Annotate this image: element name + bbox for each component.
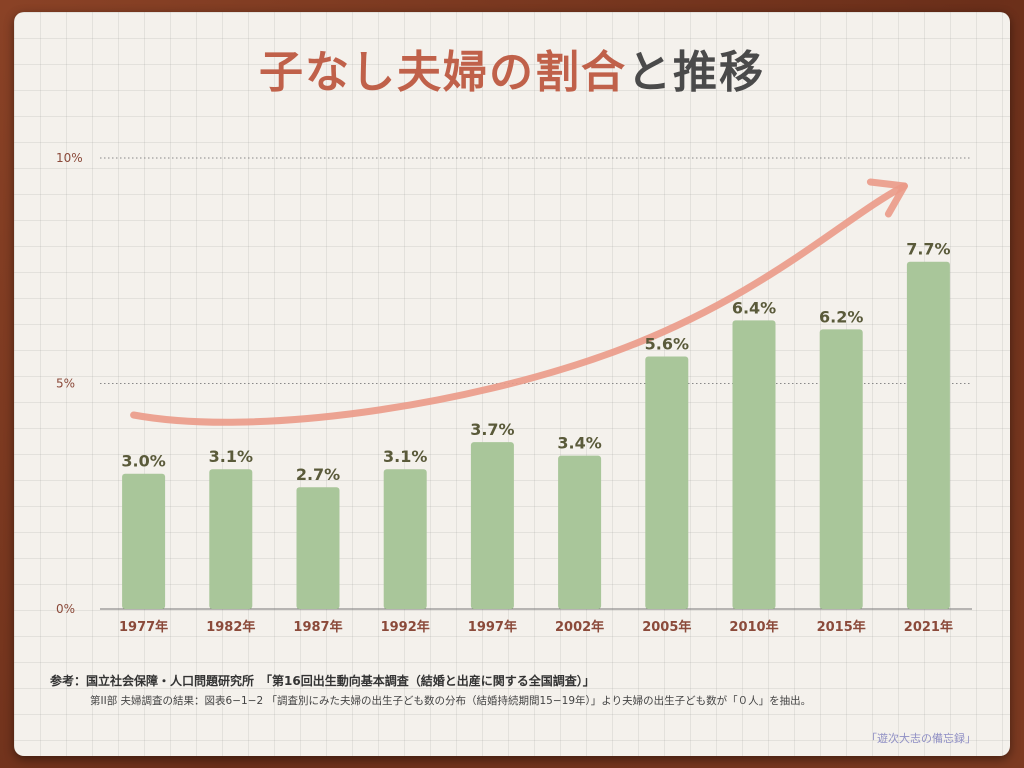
credit-text: 「遊次大志の備忘録」	[866, 732, 976, 745]
bar	[383, 469, 427, 609]
bar-value-label: 6.2%	[819, 307, 863, 326]
bar-value-label: 5.6%	[645, 334, 689, 353]
x-tick-label: 2021年	[904, 619, 953, 635]
x-tick-label: 1982年	[206, 619, 255, 635]
bar-value-label: 7.7%	[906, 240, 950, 259]
bar	[645, 356, 689, 609]
bar-value-label: 6.4%	[732, 298, 776, 317]
bar-value-label: 3.1%	[209, 447, 253, 466]
x-tick-label: 1997年	[468, 619, 517, 635]
x-tick-label: 2010年	[729, 619, 778, 635]
x-tick-label: 1992年	[381, 619, 430, 635]
x-tick-label: 2015年	[817, 619, 866, 635]
bar	[296, 487, 340, 609]
slide-card: 子なし夫婦の割合と推移 0% 5% 10% 3.0% 1977年 3.1% 1982年 2.7…	[14, 12, 1010, 756]
y-tick-label: 0%	[56, 602, 75, 616]
page-title: 子なし夫婦の割合と推移	[14, 36, 1010, 100]
bar-value-label: 3.0%	[121, 452, 165, 471]
bar-value-label: 3.1%	[383, 447, 427, 466]
bar	[209, 469, 253, 609]
bar	[558, 455, 602, 609]
bar-chart: 0% 5% 10% 3.0% 1977年 3.1% 1982年 2.7% 1987年 3.1% 19…	[56, 151, 972, 635]
bar	[732, 320, 776, 609]
source-notes: 参考：国立社会保障・人口問題研究所 「第16回出生動向基本調査（結婚と出産に関す…	[50, 672, 990, 708]
trend-arrow	[130, 178, 908, 426]
bar	[819, 329, 863, 609]
y-tick-label: 10%	[56, 151, 83, 165]
bar-value-label: 3.7%	[470, 420, 514, 439]
source-line-1: 参考：国立社会保障・人口問題研究所 「第16回出生動向基本調査（結婚と出産に関す…	[50, 674, 595, 688]
bar	[470, 442, 514, 609]
trend-arrow-line	[130, 182, 908, 426]
bar-value-label: 3.4%	[557, 434, 601, 453]
bar	[122, 473, 166, 609]
source-line-2: 第II部 夫婦調査の結果：図表6−1−2 「調査別にみた夫婦の出生子ども数の分布…	[90, 695, 812, 707]
bar-value-label: 2.7%	[296, 465, 340, 484]
x-tick-label: 2005年	[642, 619, 691, 635]
x-tick-label: 1987年	[293, 619, 342, 635]
title-part-1: 子なし夫婦の割合	[259, 47, 627, 98]
chart-bars	[122, 261, 950, 609]
x-tick-label: 2002年	[555, 619, 604, 635]
chart-labels: 0% 5% 10% 3.0% 1977年 3.1% 1982年 2.7% 1987年 3.1% 19…	[56, 151, 953, 635]
title-part-2: と推移	[627, 47, 765, 98]
trend-arrow-head	[866, 178, 908, 218]
y-tick-label: 5%	[56, 377, 75, 391]
x-tick-label: 1977年	[119, 619, 168, 635]
bar	[906, 261, 950, 609]
